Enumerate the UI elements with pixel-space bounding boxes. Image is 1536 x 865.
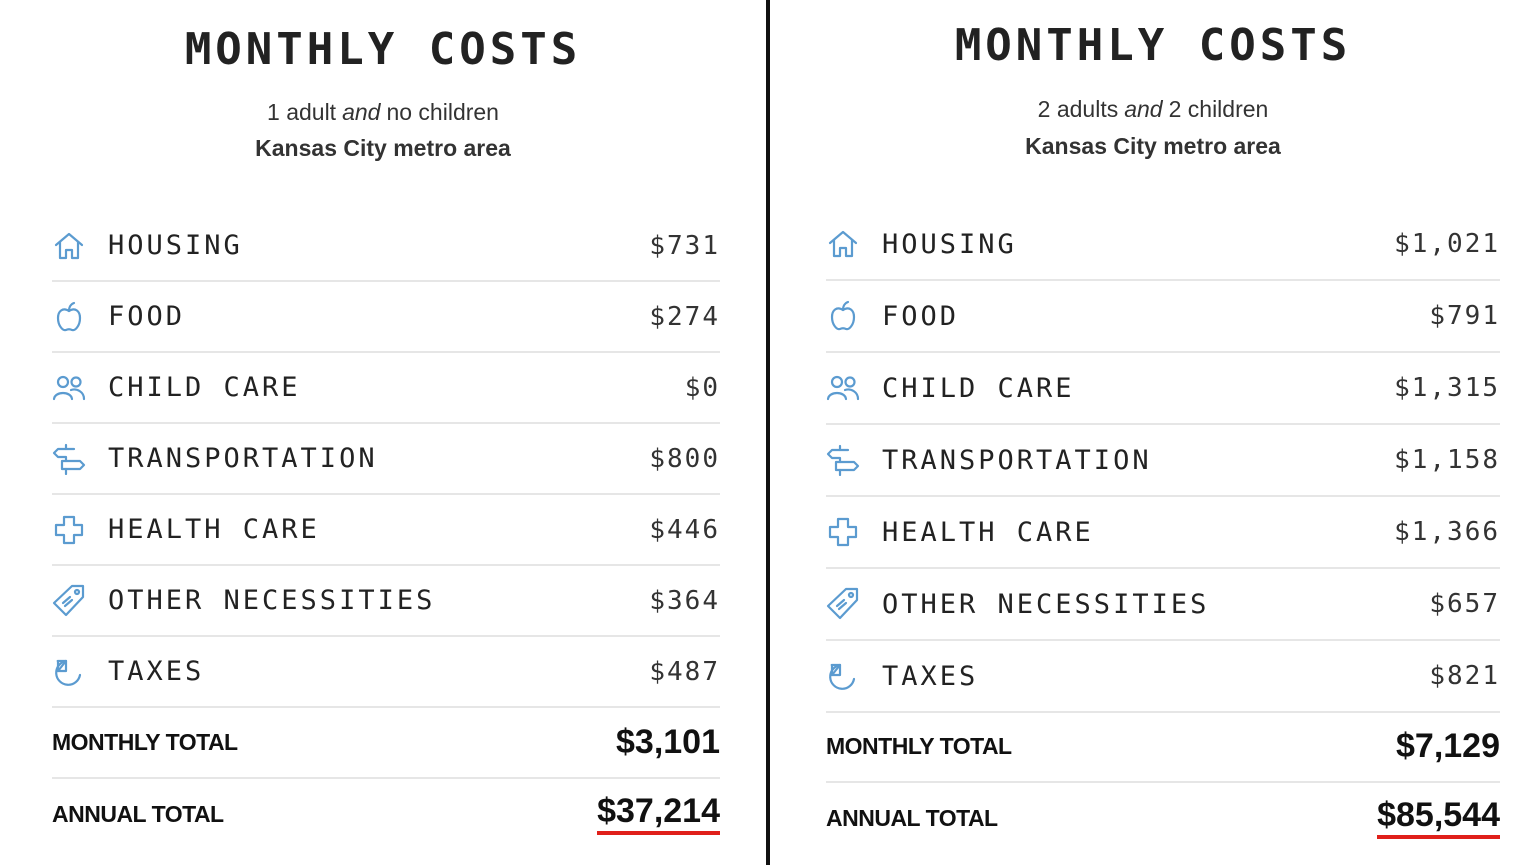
annual-total-label: ANNUAL TOTAL <box>826 804 998 831</box>
people-icon <box>52 371 86 405</box>
cost-panel-2-adults-2-children: MONTHLY COSTS 2 adults and 2 children Kansas… <box>770 0 1536 865</box>
and-connector: and <box>1124 96 1163 122</box>
monthly-total-label: MONTHLY TOTAL <box>826 732 1012 759</box>
signpost-icon <box>826 443 860 477</box>
cost-row: TAXES $821 <box>826 641 1500 713</box>
cost-label: HEALTH CARE <box>108 514 320 545</box>
household-description: 1 adult and no children <box>0 99 766 126</box>
annual-total-row: ANNUAL TOTAL $85,544 <box>826 783 1500 853</box>
cost-row: FOOD $274 <box>52 282 720 353</box>
cost-row: HEALTH CARE $446 <box>52 495 720 566</box>
cost-list: HOUSING $1,021 FOOD $791 CHILD CARE $1,315 TRA… <box>826 209 1500 713</box>
cost-row: FOOD $791 <box>826 281 1500 353</box>
cost-value: $731 <box>649 230 720 261</box>
annual-total-value: $37,214 <box>597 793 720 835</box>
cost-value: $0 <box>684 372 720 403</box>
cost-label: HOUSING <box>882 228 1017 260</box>
metro-area: Kansas City metro area <box>255 135 511 161</box>
cost-row: TAXES $487 <box>52 637 720 708</box>
cost-label: CHILD CARE <box>882 372 1075 404</box>
panel-divider <box>766 0 770 865</box>
house-icon <box>52 229 86 263</box>
cost-row: OTHER NECESSITIES $364 <box>52 566 720 637</box>
cost-row: CHILD CARE $0 <box>52 353 720 424</box>
pie-chart-icon <box>52 655 86 689</box>
cost-list: HOUSING $731 FOOD $274 CHILD CARE $0 TRANSPORT… <box>52 211 720 708</box>
cost-value: $364 <box>649 585 720 616</box>
tag-icon <box>826 587 860 621</box>
cost-value: $821 <box>1429 661 1500 691</box>
cost-row: HEALTH CARE $1,366 <box>826 497 1500 569</box>
signpost-icon <box>52 442 86 476</box>
cost-label: FOOD <box>108 301 186 332</box>
monthly-total-value: $3,101 <box>616 722 720 761</box>
panel-title: MONTHLY COSTS <box>954 20 1352 71</box>
cost-value: $800 <box>649 443 720 474</box>
cost-row: OTHER NECESSITIES $657 <box>826 569 1500 641</box>
monthly-total-row: MONTHLY TOTAL $7,129 <box>826 711 1500 783</box>
panel-title: MONTHLY COSTS <box>184 24 582 75</box>
medical-cross-icon <box>826 515 860 549</box>
cost-value: $1,366 <box>1394 517 1500 547</box>
cost-label: FOOD <box>882 300 960 332</box>
apple-icon <box>826 299 860 333</box>
cost-value: $1,315 <box>1394 373 1500 403</box>
cost-row: HOUSING $731 <box>52 211 720 282</box>
monthly-total-value: $7,129 <box>1396 726 1500 765</box>
house-icon <box>826 227 860 261</box>
cost-value: $791 <box>1429 301 1500 331</box>
people-icon <box>826 371 860 405</box>
and-connector: and <box>342 99 381 125</box>
cost-value: $657 <box>1429 589 1500 619</box>
cost-row: TRANSPORTATION $1,158 <box>826 425 1500 497</box>
medical-cross-icon <box>52 513 86 547</box>
household-description: 2 adults and 2 children <box>770 96 1536 123</box>
monthly-total-label: MONTHLY TOTAL <box>52 728 238 755</box>
cost-label: CHILD CARE <box>108 372 301 403</box>
totals: MONTHLY TOTAL $3,101 ANNUAL TOTAL $37,214 <box>52 707 720 849</box>
cost-row: TRANSPORTATION $800 <box>52 424 720 495</box>
cost-label: TRANSPORTATION <box>108 443 378 474</box>
cost-value: $1,158 <box>1394 445 1500 475</box>
metro-area: Kansas City metro area <box>1025 133 1281 159</box>
cost-value: $274 <box>649 301 720 332</box>
cost-value: $487 <box>649 656 720 687</box>
cost-row: CHILD CARE $1,315 <box>826 353 1500 425</box>
cost-label: TAXES <box>882 660 979 692</box>
children-count: 2 children <box>1168 96 1269 122</box>
cost-value: $1,021 <box>1394 229 1500 259</box>
apple-icon <box>52 300 86 334</box>
annual-total-value: $85,544 <box>1377 797 1500 839</box>
cost-row: HOUSING $1,021 <box>826 209 1500 281</box>
cost-label: HOUSING <box>108 230 243 261</box>
cost-value: $446 <box>649 514 720 545</box>
totals: MONTHLY TOTAL $7,129 ANNUAL TOTAL $85,544 <box>826 711 1500 853</box>
adults-count: 1 adult <box>267 99 337 125</box>
cost-label: HEALTH CARE <box>882 516 1094 548</box>
annual-total-row: ANNUAL TOTAL $37,214 <box>52 779 720 849</box>
children-count: no children <box>386 99 499 125</box>
tag-icon <box>52 584 86 618</box>
monthly-total-row: MONTHLY TOTAL $3,101 <box>52 707 720 779</box>
cost-panel-1-adult: MONTHLY COSTS 1 adult and no children Kansas… <box>0 0 766 865</box>
cost-label: OTHER NECESSITIES <box>882 588 1210 620</box>
adults-count: 2 adults <box>1037 96 1119 122</box>
cost-label: TAXES <box>108 656 205 687</box>
pie-chart-icon <box>826 659 860 693</box>
cost-label: TRANSPORTATION <box>882 444 1152 476</box>
cost-label: OTHER NECESSITIES <box>108 585 436 616</box>
annual-total-label: ANNUAL TOTAL <box>52 800 224 827</box>
